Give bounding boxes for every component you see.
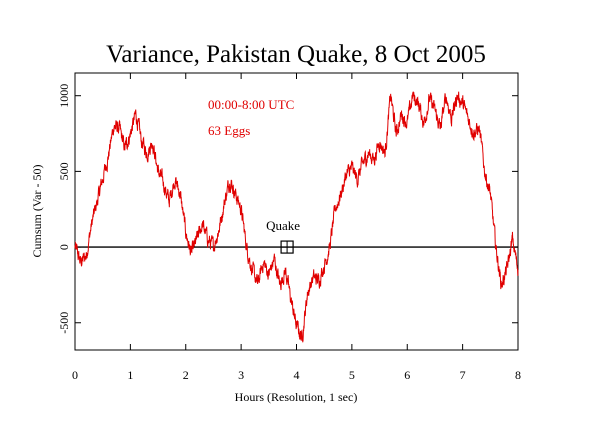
y-tick-label: 1000 <box>57 84 71 108</box>
x-tick-label: 4 <box>294 368 300 382</box>
chart-title: Variance, Pakistan Quake, 8 Oct 2005 <box>106 41 486 68</box>
x-tick-label: 2 <box>183 368 189 382</box>
time-range-annotation: 00:00-8:00 UTC <box>208 97 294 112</box>
x-tick-label: 0 <box>72 368 78 382</box>
x-tick-label: 6 <box>404 368 410 382</box>
x-tick-label: 7 <box>460 368 466 382</box>
x-tick-label: 3 <box>238 368 244 382</box>
y-axis-ticks: -500 0 500 1000 <box>57 84 518 334</box>
y-tick-label: 500 <box>57 162 71 180</box>
y-axis-label: Cumsum (Var - 50) <box>30 165 44 258</box>
y-tick-label: 0 <box>57 244 71 250</box>
event-label: Quake <box>266 218 300 233</box>
eggs-annotation: 63 Eggs <box>208 123 250 138</box>
x-axis-label: Hours (Resolution, 1 sec) <box>235 390 358 404</box>
x-tick-label: 8 <box>515 368 521 382</box>
x-tick-label: 5 <box>349 368 355 382</box>
x-tick-label: 1 <box>127 368 133 382</box>
event-marker <box>280 240 294 254</box>
y-tick-label: -500 <box>57 312 71 334</box>
x-axis-ticks: 0 1 2 3 4 5 6 7 8 <box>72 73 521 382</box>
series-line <box>74 91 519 343</box>
